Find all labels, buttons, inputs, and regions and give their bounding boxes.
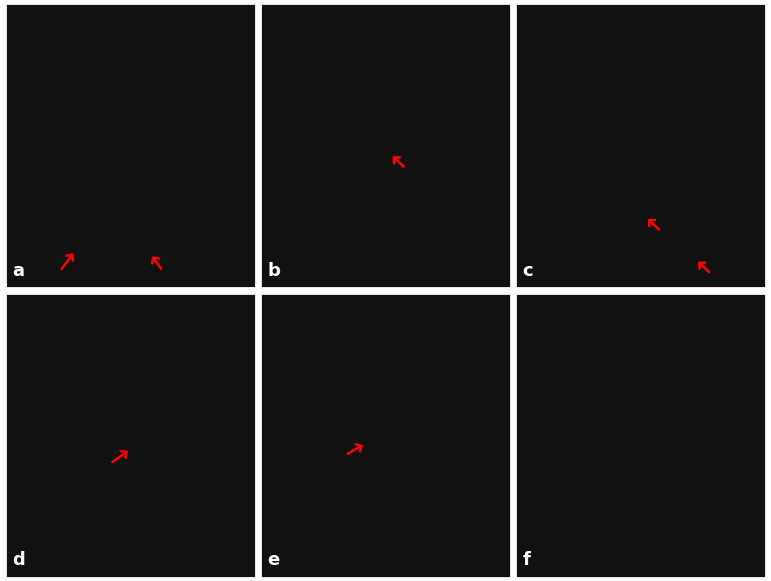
Text: a: a [12,261,24,279]
Text: f: f [523,551,530,569]
Text: d: d [12,551,25,569]
Text: e: e [268,551,280,569]
Text: c: c [523,261,534,279]
Text: b: b [268,261,281,279]
